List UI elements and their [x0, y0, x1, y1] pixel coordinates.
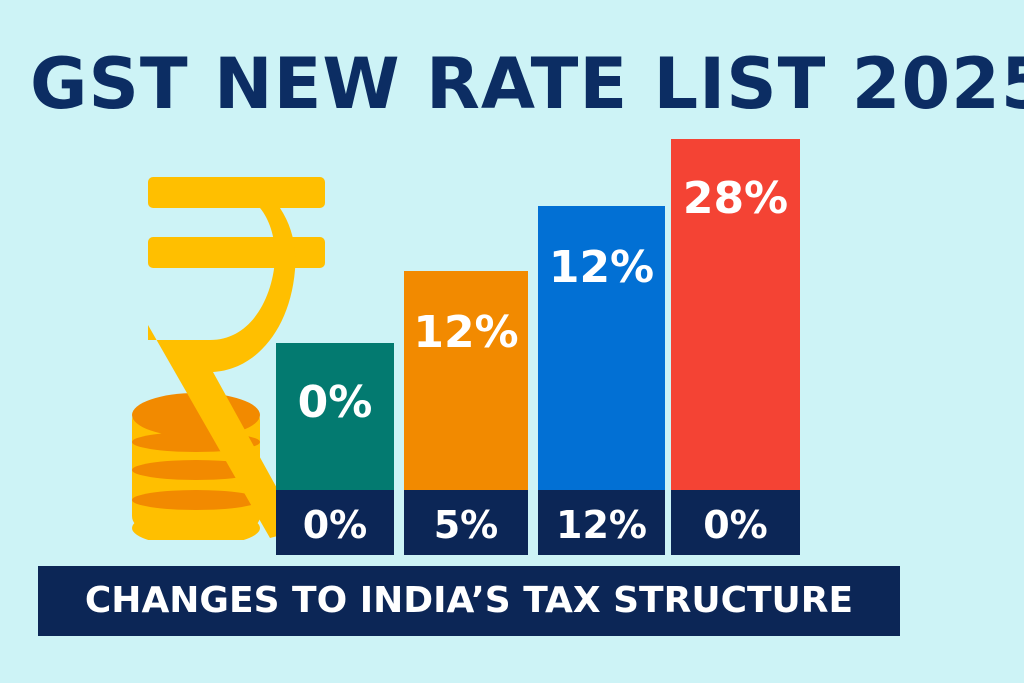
bar-bottom-label: 0%	[671, 490, 800, 555]
bar-bottom-label: 5%	[404, 490, 528, 555]
bar-3: 28% 0%	[671, 139, 800, 555]
bar-top-label: 12%	[413, 307, 519, 358]
rupee-icon	[132, 177, 325, 540]
bar-bottom-label: 12%	[538, 490, 665, 555]
bar-bottom-label: 0%	[276, 490, 394, 555]
bar-top-label: 12%	[548, 242, 655, 293]
page-title: GST NEW RATE LIST 2025	[30, 43, 1024, 125]
bar-top-label: 0%	[297, 377, 373, 428]
subtitle-banner: CHANGES TO INDIA’S TAX STRUCTURE	[38, 566, 900, 636]
bar-top-label: 28%	[682, 173, 789, 224]
bar-2: 12% 12%	[538, 206, 665, 555]
bar-0: 0% 0%	[276, 343, 394, 555]
bar-1: 12% 5%	[404, 271, 528, 555]
